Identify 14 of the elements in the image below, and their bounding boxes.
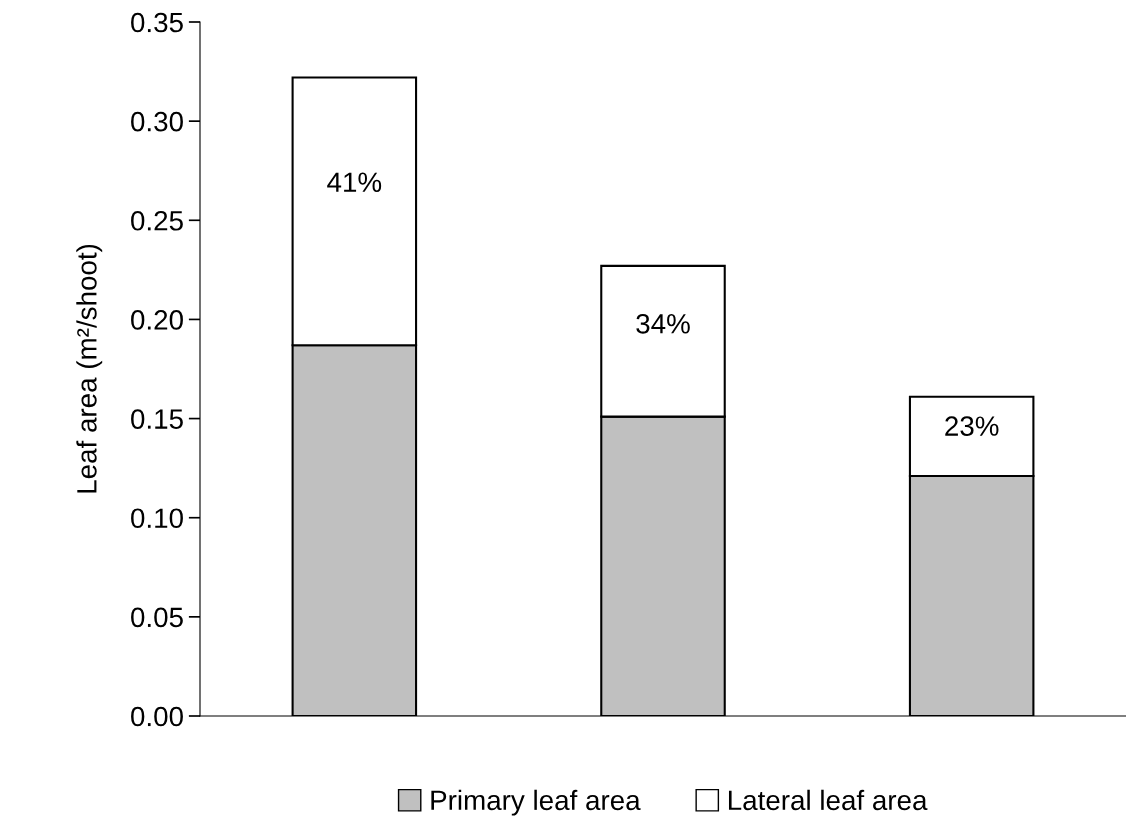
y-tick-label: 0.20 <box>131 310 183 330</box>
legend-label: Primary leaf area <box>431 789 641 816</box>
legend-label: Lateral leaf area <box>728 789 928 811</box>
y-tick-label: 0.05 <box>131 607 183 628</box>
annotation: 41% <box>327 172 382 192</box>
y-tick-label: 0.35 <box>131 12 183 33</box>
y-tick-label: 0.00 <box>131 706 183 727</box>
annotation: 34% <box>636 313 690 334</box>
annotation: 23% <box>945 416 999 436</box>
y-axis-title: Leaf area (m²/shoot) <box>76 244 103 493</box>
y-tick-label: 0.30 <box>131 111 183 132</box>
y-tick-label: 0.25 <box>131 210 183 231</box>
y-tick-label: 0.10 <box>131 508 183 529</box>
y-tick-label: 0.15 <box>131 409 183 429</box>
